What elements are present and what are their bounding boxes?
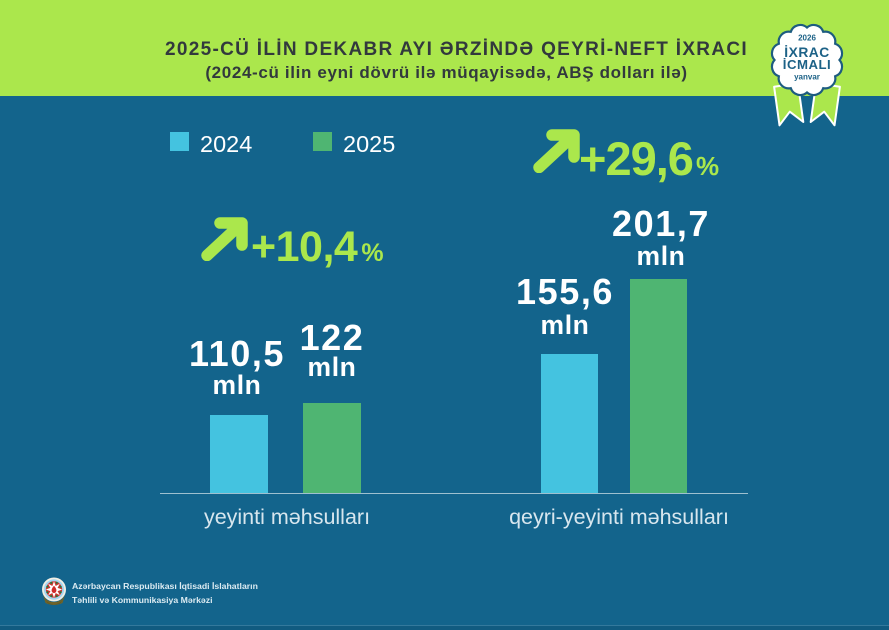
svg-text:2026: 2026 bbox=[798, 34, 816, 43]
svg-text:İXRAC: İXRAC bbox=[784, 44, 829, 60]
svg-text:İCMALI: İCMALI bbox=[783, 57, 831, 72]
svg-text:yanvar: yanvar bbox=[794, 72, 820, 81]
